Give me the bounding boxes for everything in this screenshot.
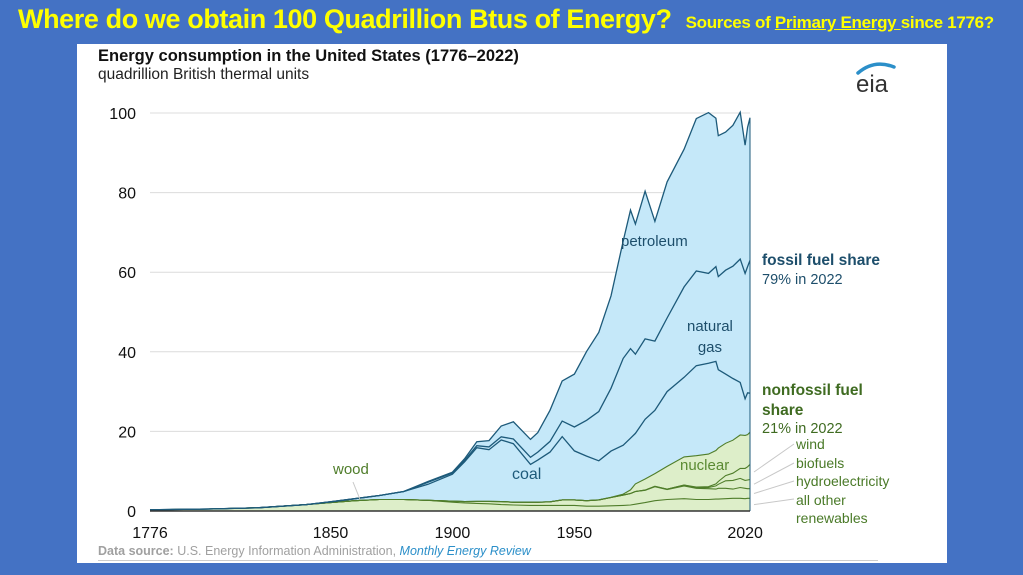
- y-tick-label: 60: [118, 265, 136, 282]
- area-natural-gas: [150, 259, 750, 510]
- slide-headline: Where do we obtain 100 Quadrillion Btus …: [18, 4, 994, 42]
- y-tick-label: 40: [118, 345, 136, 362]
- fossil-share-value: 79% in 2022: [762, 272, 843, 288]
- label-petroleum: petroleum: [621, 233, 688, 250]
- data-source-text: U.S. Energy Information Administration,: [173, 544, 400, 558]
- label-natural-gas: natural gas: [687, 318, 733, 356]
- chart-plot: 0 20 40 60 80 100 1776 1850 1900 1950 2020: [109, 106, 795, 542]
- nonfossil-share-heading: nonfossil fuel share: [762, 382, 863, 419]
- x-tick-label: 1900: [435, 525, 471, 542]
- sub-suffix: since 1776?: [900, 13, 994, 32]
- area-all-other-renewables-incl-wood: [150, 498, 750, 511]
- data-source: Data source: U.S. Energy Information Adm…: [98, 544, 531, 558]
- leader-line: [753, 480, 795, 494]
- headline-sub: Sources of Primary Energy since 1776?: [685, 13, 995, 32]
- area-petroleum: [150, 112, 750, 510]
- label-wind: wind: [796, 436, 825, 452]
- y-tick-label: 80: [118, 186, 136, 203]
- label-hydroelectricity: hydroelectricity: [796, 473, 890, 489]
- x-tick-label: 1950: [557, 525, 593, 542]
- label-coal: coal: [512, 466, 542, 483]
- label-wood: wood: [333, 461, 369, 478]
- label-renewables: renewables: [796, 510, 868, 526]
- y-tick-label: 20: [118, 424, 136, 441]
- y-tick-label: 0: [127, 504, 136, 521]
- sub-prefix: Sources of: [685, 13, 775, 32]
- leader-line: [753, 443, 795, 473]
- fossil-share-heading: fossil fuel share: [762, 252, 881, 269]
- monthly-energy-review-link[interactable]: Monthly Energy Review: [399, 544, 531, 558]
- chart-subtitle: quadrillion British thermal units: [98, 66, 310, 83]
- nonfossil-share-value: 21% in 2022: [762, 421, 843, 437]
- y-tick-label: 100: [109, 106, 136, 123]
- label-nuclear: nuclear: [680, 457, 730, 474]
- label-all-other: all other: [796, 492, 846, 508]
- area-hydroelectricity: [150, 485, 750, 510]
- leader-line: [753, 498, 795, 506]
- x-tick-label: 2020: [727, 525, 763, 542]
- data-source-label: Data source:: [98, 544, 174, 558]
- leader-line-wood: [352, 481, 361, 500]
- area-coal: [150, 361, 750, 510]
- leader-line: [753, 462, 795, 485]
- headline-main: Where do we obtain 100 Quadrillion Btus …: [18, 4, 672, 34]
- label-biofuels: biofuels: [796, 455, 845, 471]
- eia-logo-text: eia: [856, 71, 889, 98]
- source-divider: [98, 560, 878, 561]
- eia-logo-arc: [856, 62, 896, 75]
- x-tick-label: 1850: [313, 525, 349, 542]
- eia-logo-icon: eia: [852, 59, 902, 99]
- line-petroleum: [149, 110, 751, 511]
- x-tick-label: 1776: [132, 525, 168, 542]
- line-nuclear: [149, 431, 751, 511]
- primary-energy-link[interactable]: Primary Energy: [774, 13, 901, 32]
- chart-title: Energy consumption in the United States …: [98, 47, 519, 65]
- chart-card: Energy consumption in the United States …: [77, 44, 947, 563]
